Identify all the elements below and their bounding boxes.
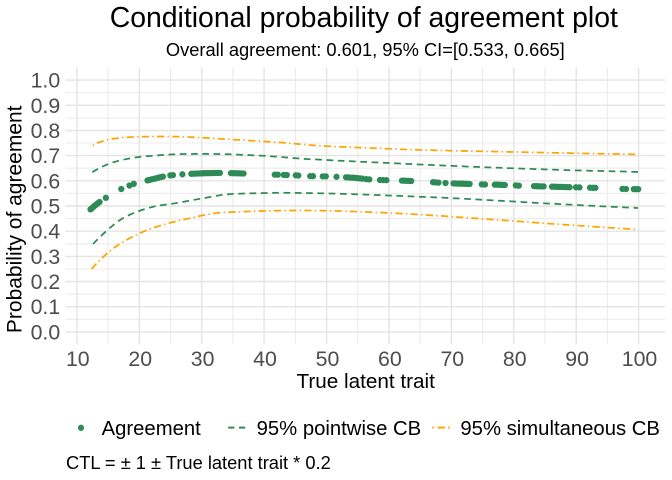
svg-text:60: 60: [378, 347, 402, 371]
svg-text:0.5: 0.5: [31, 195, 61, 219]
svg-text:0.6: 0.6: [31, 169, 61, 193]
svg-text:0.0: 0.0: [31, 320, 61, 344]
svg-text:50: 50: [316, 347, 340, 371]
svg-text:40: 40: [253, 347, 277, 371]
svg-text:90: 90: [565, 347, 589, 371]
svg-text:0.7: 0.7: [31, 144, 61, 168]
svg-text:1.0: 1.0: [31, 69, 61, 93]
svg-text:Conditional probability of agr: Conditional probability of agreement plo…: [110, 2, 618, 34]
svg-text:Probability of agreement: Probability of agreement: [4, 105, 27, 333]
svg-text:95% pointwise CB: 95% pointwise CB: [257, 418, 422, 440]
svg-text:100: 100: [622, 347, 658, 371]
svg-text:0.3: 0.3: [31, 245, 61, 269]
svg-text:0.8: 0.8: [31, 119, 61, 143]
svg-text:10: 10: [66, 347, 90, 371]
svg-text:0.2: 0.2: [31, 270, 61, 294]
svg-text:Agreement: Agreement: [102, 418, 202, 440]
svg-text:70: 70: [440, 347, 464, 371]
svg-text:True latent trait: True latent trait: [297, 370, 436, 393]
svg-text:30: 30: [191, 347, 215, 371]
svg-text:Overall agreement: 0.601, 95%: Overall agreement: 0.601, 95% CI=[0.533,…: [166, 39, 565, 60]
svg-text:0.4: 0.4: [31, 220, 61, 244]
svg-text:80: 80: [503, 347, 527, 371]
svg-text:95% simultaneous CB: 95% simultaneous CB: [460, 418, 660, 440]
svg-text:CTL = ± 1 ± True latent trait: CTL = ± 1 ± True latent trait * 0.2: [66, 452, 331, 473]
svg-text:0.9: 0.9: [31, 94, 61, 118]
svg-text:20: 20: [128, 347, 152, 371]
svg-text:0.1: 0.1: [31, 295, 61, 319]
